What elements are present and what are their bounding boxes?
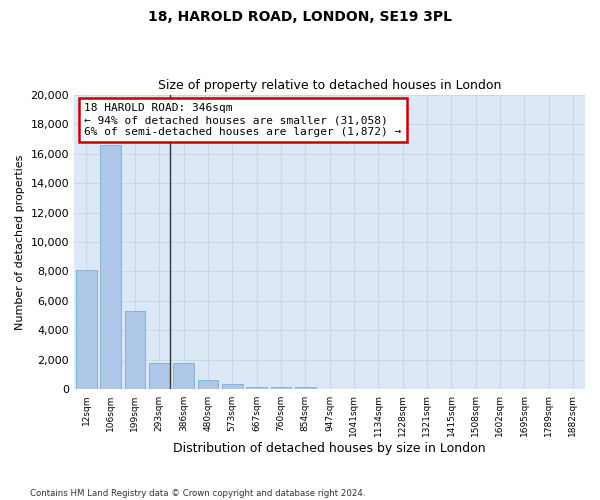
Bar bbox=[222, 384, 242, 390]
Bar bbox=[295, 387, 316, 390]
Bar bbox=[125, 312, 145, 390]
Text: 18, HAROLD ROAD, LONDON, SE19 3PL: 18, HAROLD ROAD, LONDON, SE19 3PL bbox=[148, 10, 452, 24]
Bar bbox=[149, 363, 170, 390]
Bar bbox=[246, 386, 267, 390]
X-axis label: Distribution of detached houses by size in London: Distribution of detached houses by size … bbox=[173, 442, 486, 455]
Title: Size of property relative to detached houses in London: Size of property relative to detached ho… bbox=[158, 79, 501, 92]
Bar bbox=[197, 380, 218, 390]
Bar bbox=[271, 387, 291, 390]
Bar bbox=[76, 270, 97, 390]
Bar bbox=[100, 144, 121, 390]
Y-axis label: Number of detached properties: Number of detached properties bbox=[15, 154, 25, 330]
Bar bbox=[173, 363, 194, 390]
Text: 18 HAROLD ROAD: 346sqm
← 94% of detached houses are smaller (31,058)
6% of semi-: 18 HAROLD ROAD: 346sqm ← 94% of detached… bbox=[84, 104, 401, 136]
Text: Contains HM Land Registry data © Crown copyright and database right 2024.: Contains HM Land Registry data © Crown c… bbox=[30, 488, 365, 498]
